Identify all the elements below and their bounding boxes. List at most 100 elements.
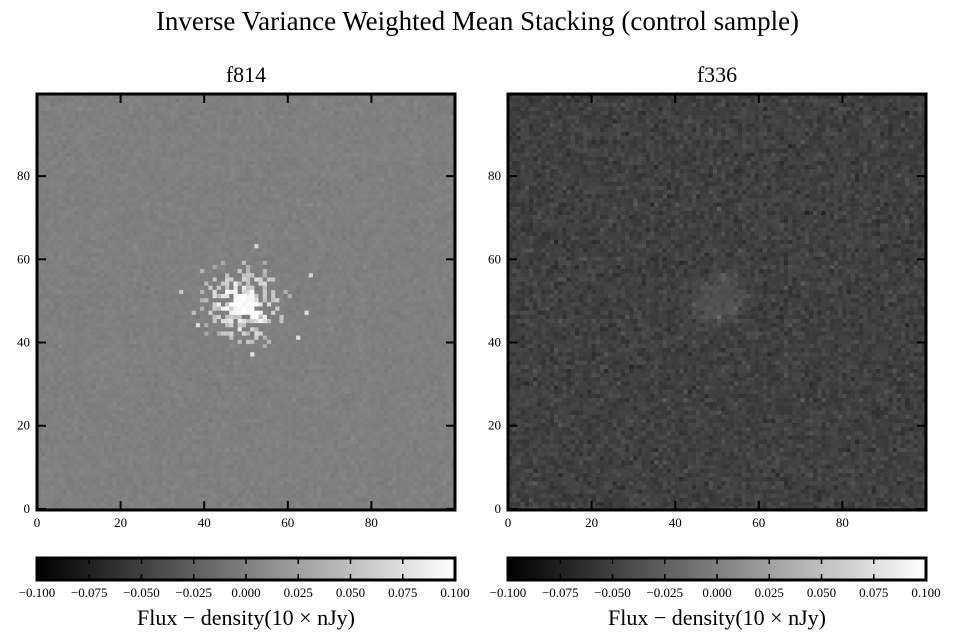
heatmap-cell xyxy=(317,381,322,386)
heatmap-cell xyxy=(53,331,59,336)
heatmap-cell xyxy=(112,364,117,369)
heatmap-cell xyxy=(371,401,376,407)
heatmap-cell xyxy=(78,360,84,365)
heatmap-cell xyxy=(446,410,452,415)
heatmap-cell xyxy=(200,505,205,511)
heatmap-cell xyxy=(216,451,222,457)
heatmap-cell xyxy=(220,322,226,328)
heatmap-cell xyxy=(149,426,155,432)
heatmap-cell xyxy=(53,322,59,328)
heatmap-cell xyxy=(383,318,389,324)
heatmap-cell xyxy=(128,464,134,469)
heatmap-cell xyxy=(208,406,213,411)
heatmap-cell xyxy=(396,339,402,344)
heatmap-cell xyxy=(400,339,406,344)
heatmap-cell xyxy=(342,401,347,407)
heatmap-cell xyxy=(103,302,109,307)
heatmap-cell xyxy=(275,393,280,399)
heatmap-cell xyxy=(429,389,435,394)
heatmap-cell xyxy=(162,480,167,486)
heatmap-cell xyxy=(271,430,276,436)
heatmap-cell xyxy=(388,410,393,415)
heatmap-cell xyxy=(434,418,439,423)
heatmap-cell xyxy=(308,381,314,386)
heatmap-cell xyxy=(204,306,209,311)
heatmap-cell xyxy=(91,501,96,507)
heatmap-cell xyxy=(137,302,142,307)
heatmap-cell xyxy=(66,489,71,494)
heatmap-cell xyxy=(120,493,126,498)
heatmap-cell xyxy=(179,326,184,332)
heatmap-cell xyxy=(212,485,218,490)
heatmap-cell xyxy=(383,302,389,307)
heatmap-cell xyxy=(392,430,397,436)
heatmap-cell xyxy=(49,376,55,382)
heatmap-cell xyxy=(262,343,268,349)
heatmap-cell xyxy=(246,360,251,365)
heatmap-cell xyxy=(392,410,397,415)
heatmap-cell xyxy=(208,439,213,444)
heatmap-cell xyxy=(442,489,447,494)
heatmap-cell xyxy=(404,314,410,319)
heatmap-cell xyxy=(91,447,96,453)
heatmap-cell xyxy=(417,422,422,428)
heatmap-cell xyxy=(195,368,201,374)
heatmap-cell xyxy=(271,489,276,494)
heatmap-cell xyxy=(354,497,360,503)
heatmap-cell xyxy=(225,347,230,353)
heatmap-cell xyxy=(429,351,435,357)
heatmap-cell xyxy=(216,435,222,440)
heatmap-cell xyxy=(53,389,59,394)
heatmap-cell xyxy=(37,430,42,436)
heatmap-cell xyxy=(350,426,356,432)
heatmap-cell xyxy=(95,455,101,461)
heatmap-cell xyxy=(108,389,113,394)
heatmap-cell xyxy=(333,376,339,382)
heatmap-cell xyxy=(78,347,84,353)
heatmap-cell xyxy=(291,497,297,503)
heatmap-cell xyxy=(120,447,126,453)
heatmap-cell xyxy=(191,451,197,457)
heatmap-cell xyxy=(162,497,167,503)
heatmap-cell xyxy=(371,302,376,307)
heatmap-cell xyxy=(279,493,284,498)
heatmap-cell xyxy=(70,368,75,374)
heatmap-cell xyxy=(229,376,234,382)
heatmap-cell xyxy=(183,489,188,494)
heatmap-cell xyxy=(421,331,427,336)
heatmap-cell xyxy=(371,418,376,423)
heatmap-cell xyxy=(350,326,356,332)
heatmap-cell xyxy=(450,439,456,444)
heatmap-cell xyxy=(363,368,368,374)
heatmap-cell xyxy=(392,422,397,428)
heatmap-cell xyxy=(53,385,59,390)
heatmap-cell xyxy=(62,472,67,478)
heatmap-cell xyxy=(379,426,385,432)
heatmap-cell xyxy=(287,385,293,390)
heatmap-cell xyxy=(325,468,330,473)
heatmap-cell xyxy=(45,485,50,490)
heatmap-cell xyxy=(442,381,447,386)
heatmap-cell xyxy=(74,376,80,382)
heatmap-cell xyxy=(275,397,280,403)
heatmap-cell xyxy=(283,389,289,394)
heatmap-cell xyxy=(237,476,243,482)
heatmap-cell xyxy=(434,460,439,465)
heatmap-cell xyxy=(70,314,75,319)
heatmap-cell xyxy=(329,335,335,340)
heatmap-cell xyxy=(388,326,393,332)
heatmap-cell xyxy=(375,505,381,511)
heatmap-cell xyxy=(99,505,105,511)
heatmap-cell xyxy=(388,426,393,432)
heatmap-cell xyxy=(266,381,272,386)
heatmap-cell xyxy=(266,460,272,465)
heatmap-cell xyxy=(400,485,406,490)
heatmap-cell xyxy=(120,343,126,349)
heatmap-cell xyxy=(241,464,247,469)
heatmap-cell xyxy=(258,476,264,482)
heatmap-cell xyxy=(158,372,163,378)
heatmap-cell xyxy=(312,322,318,328)
heatmap-cell xyxy=(258,401,264,407)
heatmap-cell xyxy=(337,360,343,365)
heatmap-cell xyxy=(212,397,218,403)
